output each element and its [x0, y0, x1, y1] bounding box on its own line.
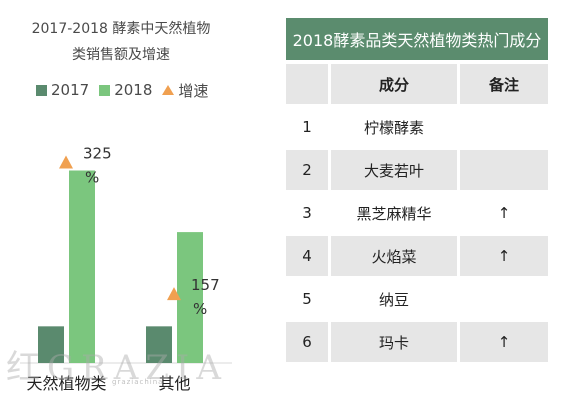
row-note: ↑: [460, 322, 548, 362]
chart-title-line1: 2017-2018 酵素中天然植物: [31, 21, 211, 37]
growth-marker-1: [59, 155, 73, 169]
bar-chart: 325% 天然植物类 157% 其他: [20, 145, 232, 393]
x-tick-label-1: 天然植物类: [26, 374, 106, 393]
row-num: 1: [302, 118, 312, 136]
row-ingredient: 纳豆: [378, 290, 409, 309]
legend-item-2018: 2018: [99, 81, 152, 99]
table-row: 2 大麦若叶: [286, 150, 548, 190]
row-num: 3: [302, 204, 312, 222]
header-cell-ingredient: 成分: [331, 64, 457, 104]
x-tick-label-2: 其他: [158, 374, 190, 393]
legend-item-growth: 增速: [162, 80, 208, 101]
header-cell-note: 备注: [460, 64, 548, 104]
row-ingredient: 火焰菜: [331, 236, 457, 276]
legend-item-2017: 2017: [36, 81, 89, 99]
growth-label-2: 157: [191, 276, 220, 294]
row-ingredient: 黑芝麻精华: [356, 204, 432, 223]
table-title: 2018酵素品类天然植物类热门成分: [286, 18, 548, 60]
legend-label-growth: 增速: [178, 81, 209, 100]
legend-triangle-icon: [162, 85, 175, 95]
row-note: [460, 279, 548, 319]
row-num: 5: [302, 290, 312, 308]
table-header-row: 成分 备注: [286, 64, 548, 104]
row-note: ↑: [460, 236, 548, 276]
bar-2018-1: [69, 170, 95, 363]
growth-label-unit-1: %: [85, 169, 99, 187]
row-ingredient: 柠檬酵素: [363, 118, 424, 137]
chart-title: 2017-2018 酵素中天然植物 类销售额及增速: [12, 16, 230, 68]
legend-label-2018: 2018: [114, 81, 153, 99]
table-row: 6 玛卡 ↑: [286, 322, 548, 362]
legend-swatch-2018: [99, 84, 111, 96]
table-row: 5 纳豆: [286, 279, 548, 319]
chart-title-line2: 类销售额及增速: [72, 47, 170, 63]
growth-label-unit-2: %: [193, 300, 207, 318]
row-num: 4: [286, 236, 328, 276]
row-ingredient: 大麦若叶: [331, 150, 457, 190]
row-note: [460, 107, 548, 147]
header-cell-num: [286, 64, 328, 104]
table-row: 3 黑芝麻精华 ↑: [286, 193, 548, 233]
watermark-sub-logo: graziachina: [112, 378, 164, 386]
row-note: ↑: [497, 204, 511, 222]
bar-2017-2: [146, 326, 172, 363]
growth-marker-2: [167, 287, 181, 301]
row-num: 2: [286, 150, 328, 190]
row-note: [460, 150, 548, 190]
table-row: 4 火焰菜 ↑: [286, 236, 548, 276]
row-ingredient: 玛卡: [331, 322, 457, 362]
chart-legend: 2017 2018 增速: [36, 80, 218, 100]
bar-2017-1: [38, 326, 64, 363]
row-num: 6: [286, 322, 328, 362]
bar-2018-2: [177, 232, 203, 363]
legend-label-2017: 2017: [51, 81, 90, 99]
growth-label-1: 325: [83, 145, 112, 163]
table-row: 1 柠檬酵素: [286, 107, 548, 147]
ingredients-table: 成分 备注 1 柠檬酵素 2 大麦若叶 3 黑芝麻精华 ↑ 4 火焰菜 ↑ 5 …: [286, 64, 548, 365]
legend-swatch-2017: [36, 84, 47, 96]
